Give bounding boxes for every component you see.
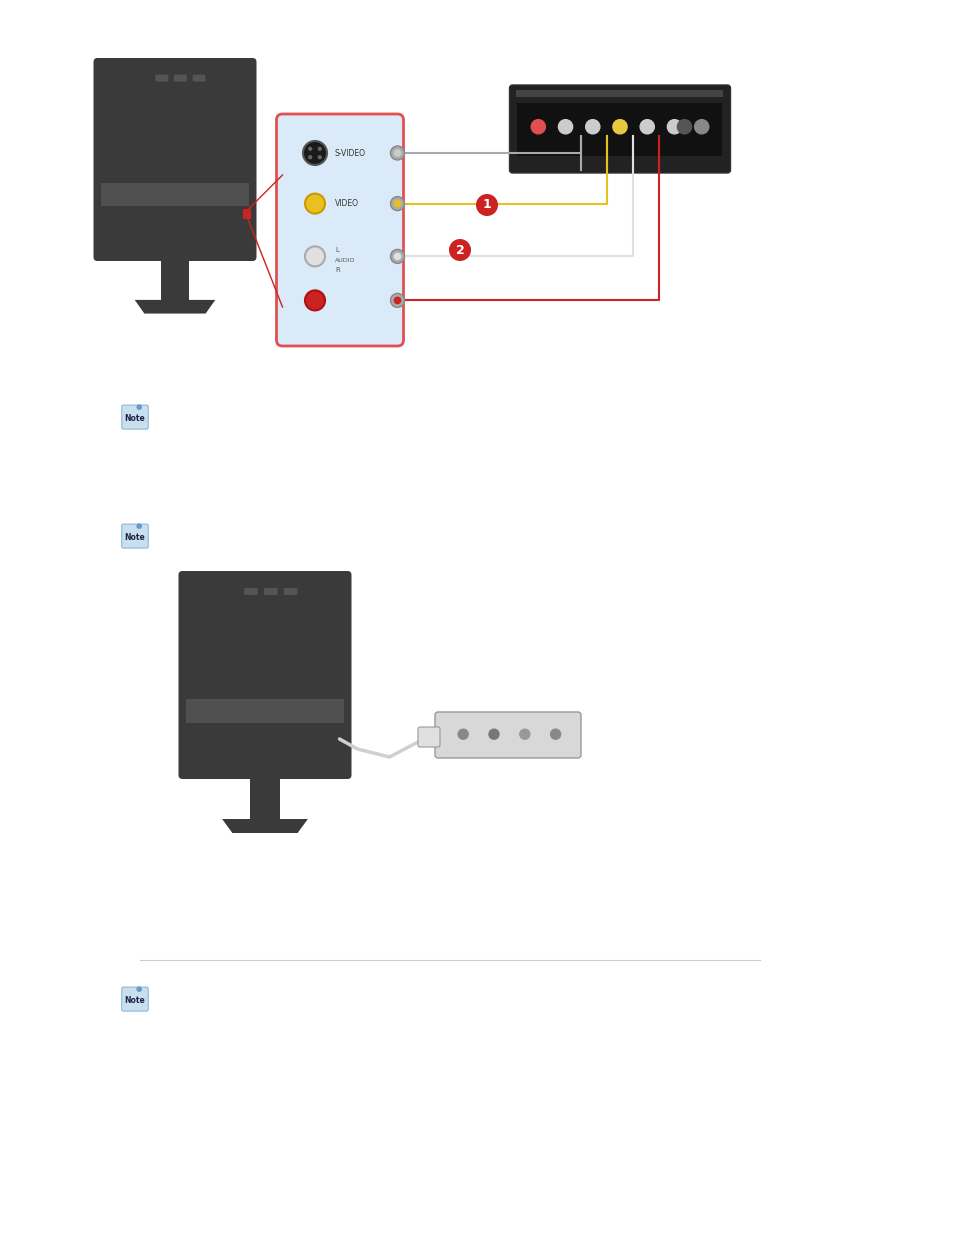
- Text: 2: 2: [456, 243, 464, 257]
- FancyBboxPatch shape: [244, 588, 257, 595]
- Bar: [516, 90, 722, 96]
- FancyBboxPatch shape: [173, 74, 187, 82]
- FancyBboxPatch shape: [122, 524, 148, 548]
- Circle shape: [550, 729, 560, 740]
- FancyBboxPatch shape: [122, 405, 148, 429]
- Circle shape: [585, 120, 599, 133]
- Circle shape: [136, 524, 142, 529]
- Circle shape: [558, 120, 572, 133]
- Text: Note: Note: [125, 414, 145, 422]
- Text: 1: 1: [482, 199, 491, 211]
- Circle shape: [390, 294, 404, 308]
- FancyBboxPatch shape: [435, 713, 580, 758]
- Circle shape: [694, 120, 708, 133]
- Circle shape: [303, 141, 327, 165]
- Bar: [243, 209, 252, 219]
- Circle shape: [519, 729, 529, 740]
- Circle shape: [394, 252, 401, 261]
- Polygon shape: [161, 257, 189, 300]
- Circle shape: [639, 120, 654, 133]
- Polygon shape: [250, 776, 279, 819]
- Circle shape: [489, 729, 498, 740]
- Circle shape: [318, 147, 321, 151]
- Circle shape: [449, 240, 471, 261]
- Circle shape: [390, 249, 404, 263]
- Bar: [186, 699, 344, 722]
- Circle shape: [305, 194, 325, 214]
- Text: R: R: [335, 268, 339, 273]
- Circle shape: [677, 120, 691, 133]
- Polygon shape: [222, 819, 308, 832]
- Circle shape: [394, 149, 401, 157]
- FancyBboxPatch shape: [509, 85, 730, 173]
- Circle shape: [390, 196, 404, 211]
- FancyBboxPatch shape: [417, 727, 439, 747]
- Text: AUDIO: AUDIO: [335, 258, 355, 263]
- FancyBboxPatch shape: [93, 58, 256, 261]
- Circle shape: [309, 156, 312, 158]
- Circle shape: [305, 290, 325, 310]
- Bar: [517, 103, 721, 156]
- FancyBboxPatch shape: [276, 114, 403, 346]
- Circle shape: [476, 194, 497, 216]
- Circle shape: [390, 146, 404, 161]
- Circle shape: [305, 247, 325, 267]
- Circle shape: [612, 120, 626, 133]
- Text: Note: Note: [125, 995, 145, 1005]
- Text: VIDEO: VIDEO: [335, 199, 358, 209]
- FancyBboxPatch shape: [122, 987, 148, 1011]
- Bar: [100, 183, 249, 206]
- Circle shape: [318, 156, 321, 158]
- Text: S-VIDEO: S-VIDEO: [335, 148, 366, 158]
- Circle shape: [394, 200, 401, 207]
- Text: Note: Note: [125, 532, 145, 542]
- Circle shape: [394, 296, 401, 304]
- Polygon shape: [134, 300, 215, 314]
- Circle shape: [136, 404, 142, 410]
- Circle shape: [457, 729, 468, 740]
- FancyBboxPatch shape: [155, 74, 168, 82]
- FancyBboxPatch shape: [178, 571, 351, 779]
- FancyBboxPatch shape: [264, 588, 277, 595]
- Text: L: L: [335, 247, 338, 253]
- Circle shape: [667, 120, 680, 133]
- FancyBboxPatch shape: [283, 588, 297, 595]
- Circle shape: [531, 120, 545, 133]
- Circle shape: [136, 987, 142, 992]
- FancyBboxPatch shape: [193, 74, 205, 82]
- Circle shape: [309, 147, 312, 151]
